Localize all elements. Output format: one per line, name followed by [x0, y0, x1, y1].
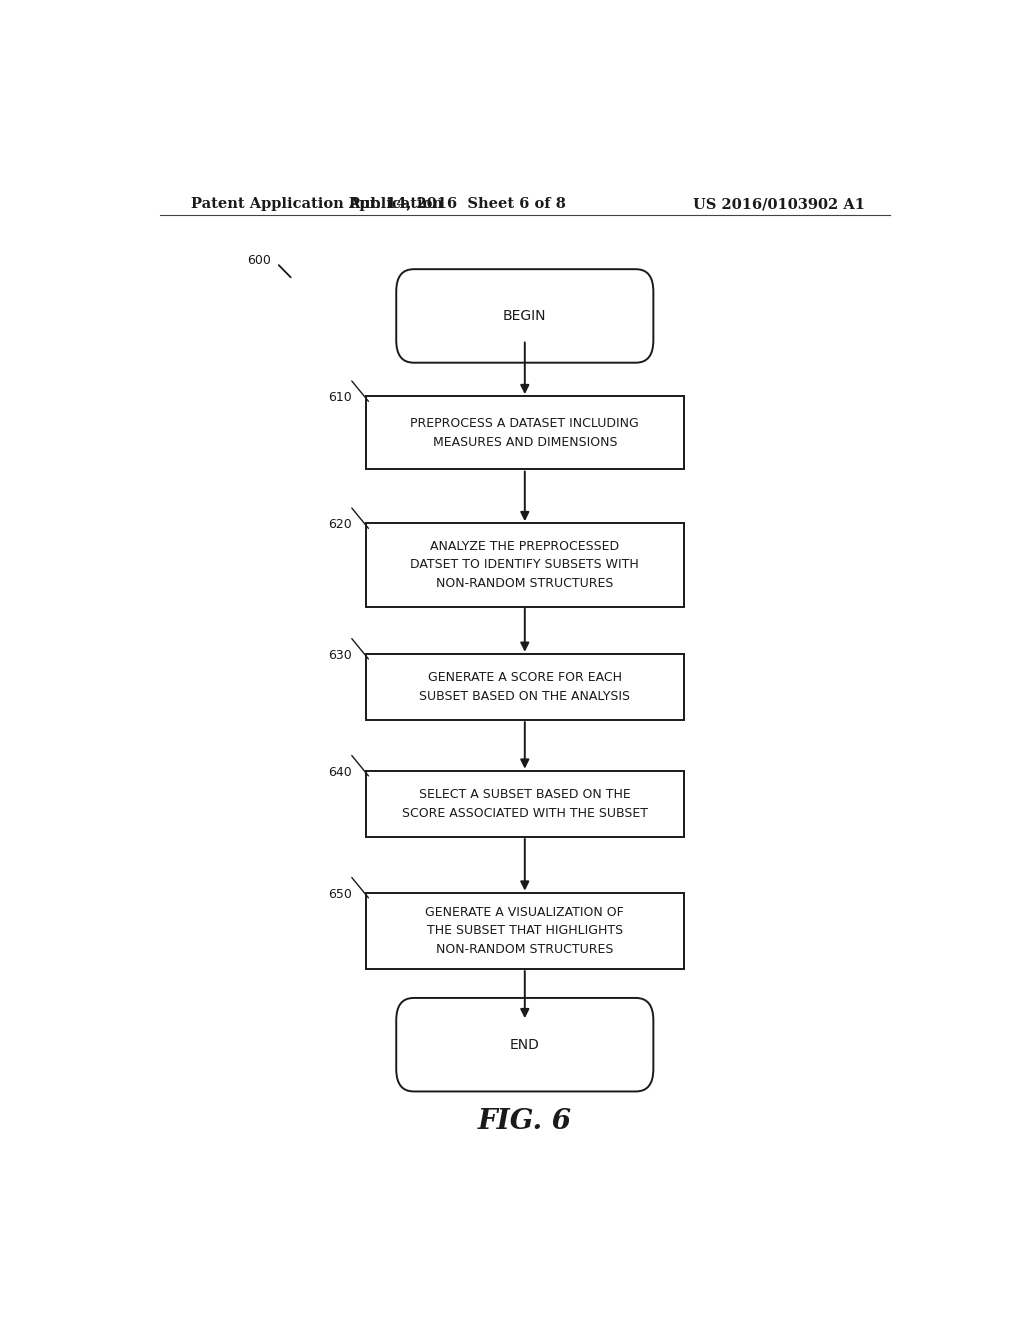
Text: SELECT A SUBSET BASED ON THE
SCORE ASSOCIATED WITH THE SUBSET: SELECT A SUBSET BASED ON THE SCORE ASSOC… — [401, 788, 648, 820]
Text: FIG. 6: FIG. 6 — [478, 1109, 571, 1135]
Text: 610: 610 — [328, 391, 351, 404]
Text: 600: 600 — [247, 253, 271, 267]
Text: ANALYZE THE PREPROCESSED
DATSET TO IDENTIFY SUBSETS WITH
NON-RANDOM STRUCTURES: ANALYZE THE PREPROCESSED DATSET TO IDENT… — [411, 540, 639, 590]
FancyBboxPatch shape — [396, 998, 653, 1092]
FancyBboxPatch shape — [367, 771, 684, 837]
FancyBboxPatch shape — [367, 892, 684, 969]
Text: PREPROCESS A DATASET INCLUDING
MEASURES AND DIMENSIONS: PREPROCESS A DATASET INCLUDING MEASURES … — [411, 417, 639, 449]
Text: 650: 650 — [328, 887, 352, 900]
Text: US 2016/0103902 A1: US 2016/0103902 A1 — [693, 197, 864, 211]
Text: GENERATE A VISUALIZATION OF
THE SUBSET THAT HIGHLIGHTS
NON-RANDOM STRUCTURES: GENERATE A VISUALIZATION OF THE SUBSET T… — [425, 906, 625, 956]
Text: 640: 640 — [328, 766, 351, 779]
Text: 630: 630 — [328, 649, 351, 661]
Text: GENERATE A SCORE FOR EACH
SUBSET BASED ON THE ANALYSIS: GENERATE A SCORE FOR EACH SUBSET BASED O… — [419, 671, 631, 702]
Text: END: END — [510, 1038, 540, 1052]
FancyBboxPatch shape — [396, 269, 653, 363]
Text: Patent Application Publication: Patent Application Publication — [191, 197, 443, 211]
Text: 620: 620 — [328, 519, 351, 531]
Text: Apr. 14, 2016  Sheet 6 of 8: Apr. 14, 2016 Sheet 6 of 8 — [348, 197, 566, 211]
Text: BEGIN: BEGIN — [503, 309, 547, 323]
FancyBboxPatch shape — [367, 396, 684, 470]
FancyBboxPatch shape — [367, 523, 684, 607]
FancyBboxPatch shape — [367, 653, 684, 719]
